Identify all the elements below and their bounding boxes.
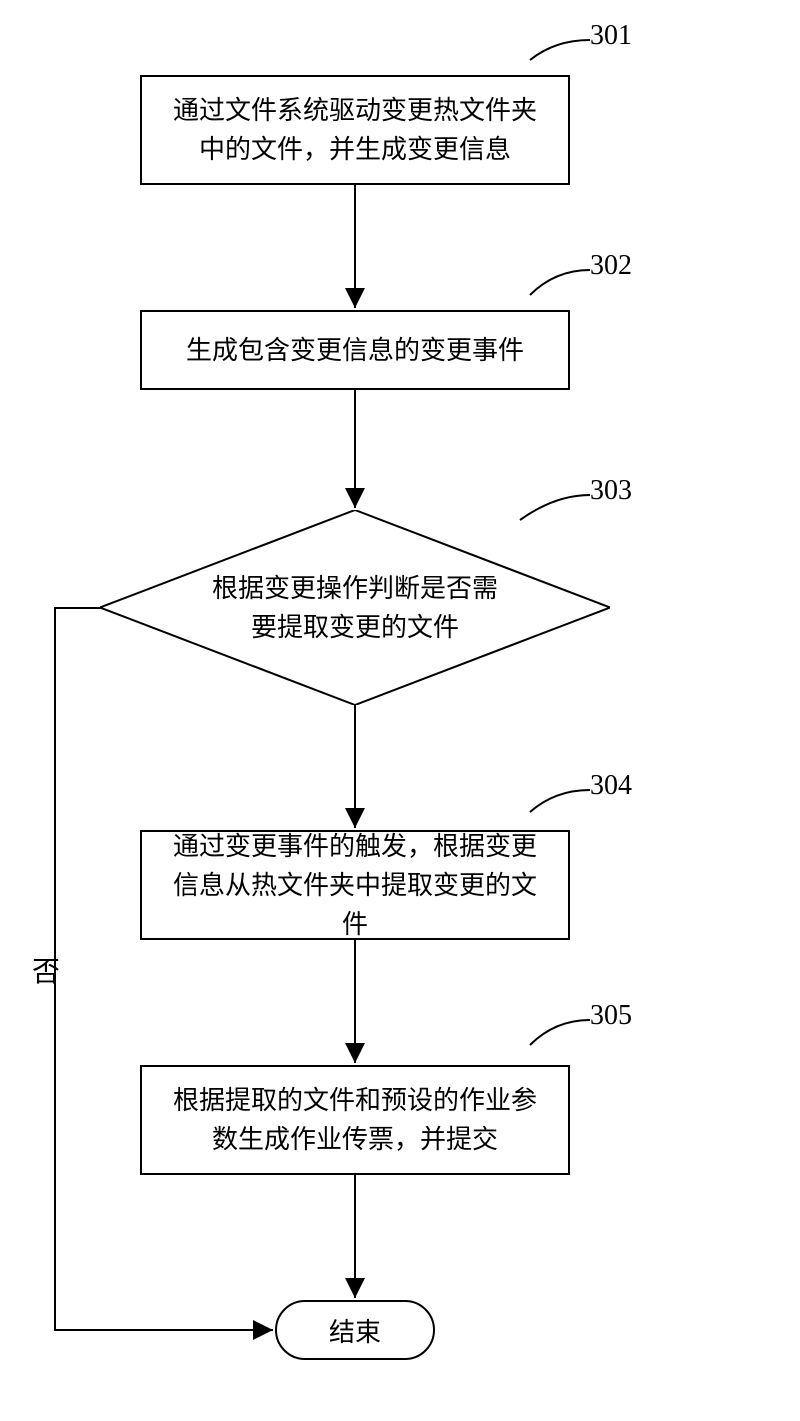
no-branch-label: 否: [32, 950, 60, 990]
step-304-text: 通过变更事件的触发，根据变更信息从热文件夹中提取变更的文件: [162, 827, 548, 944]
decision-303-text: 根据变更操作判断是否需要提取变更的文件: [200, 569, 510, 647]
end-terminator: 结束: [275, 1300, 435, 1360]
decision-303-label: 303: [590, 475, 632, 507]
step-301-label: 301: [590, 20, 632, 52]
connectors-svg: [0, 0, 800, 1421]
step-304-box: 通过变更事件的触发，根据变更信息从热文件夹中提取变更的文件: [140, 830, 570, 940]
end-text: 结束: [329, 1312, 381, 1349]
step-305-text: 根据提取的文件和预设的作业参数生成作业传票，并提交: [162, 1081, 548, 1159]
step-302-label: 302: [590, 250, 632, 282]
decision-303-box: 根据变更操作判断是否需要提取变更的文件: [100, 510, 610, 705]
step-302-text: 生成包含变更信息的变更事件: [186, 331, 524, 370]
step-301-box: 通过文件系统驱动变更热文件夹中的文件，并生成变更信息: [140, 75, 570, 185]
step-302-box: 生成包含变更信息的变更事件: [140, 310, 570, 390]
step-305-box: 根据提取的文件和预设的作业参数生成作业传票，并提交: [140, 1065, 570, 1175]
step-304-label: 304: [590, 770, 632, 802]
step-305-label: 305: [590, 1000, 632, 1032]
step-301-text: 通过文件系统驱动变更热文件夹中的文件，并生成变更信息: [162, 91, 548, 169]
